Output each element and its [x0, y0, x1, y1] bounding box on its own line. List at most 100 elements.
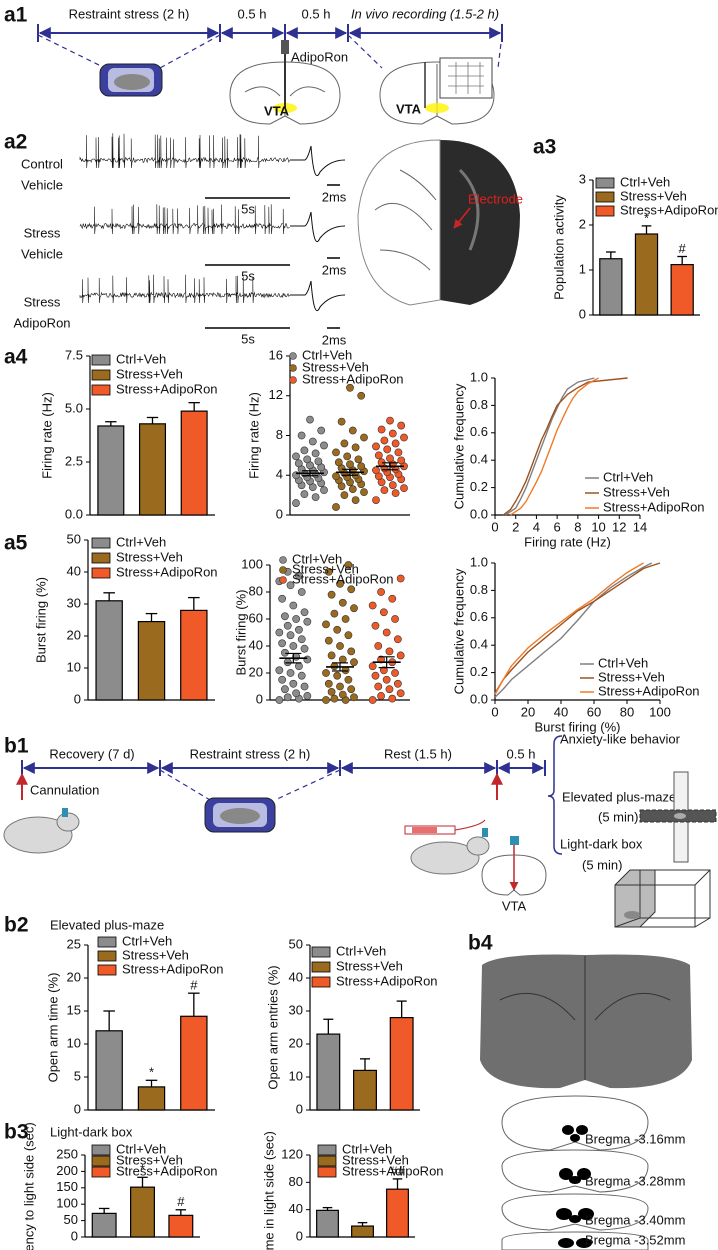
dot [294, 459, 303, 468]
y-axis-label: Open arm time (%) [45, 973, 60, 1083]
dot [350, 658, 358, 667]
dot [341, 666, 350, 675]
recording-traces-text: Vehicle [21, 177, 63, 192]
timeline-a-rect [439, 57, 493, 99]
legend-label: Stress+Veh [603, 484, 670, 499]
dot [346, 460, 354, 469]
dot [336, 682, 344, 691]
dot [275, 628, 284, 637]
bar [670, 264, 694, 316]
y-tick-label: 12 [269, 387, 283, 402]
timeline-a-text: In vivo recording (1.5-2 h) [351, 6, 499, 21]
section-title: Light-dark box [50, 1124, 133, 1139]
dot [317, 426, 326, 435]
dot [354, 455, 363, 464]
legend-swatch [97, 964, 117, 976]
x-tick-label: 6 [554, 519, 561, 534]
timeline-b-ellipse [674, 813, 686, 819]
y-tick-label: 40 [289, 969, 303, 984]
timeline-b-ellipse [3, 816, 73, 854]
legend-label: Stress+AdipoRon [598, 683, 700, 698]
legend-label: Stress+Veh [116, 549, 183, 564]
dot [372, 466, 380, 475]
recording-traces: Control Vehicle Stress Vehicle Stress Ad… [13, 156, 346, 347]
histology-b4-ellipse [556, 1208, 572, 1220]
panel-label: a4 [4, 346, 28, 369]
histology-path [440, 140, 520, 305]
legend-label: Stress+AdipoRon [302, 371, 404, 386]
legend-swatch [91, 384, 111, 396]
bar [634, 233, 659, 316]
dot [332, 472, 340, 481]
histology-b4-ellipse [578, 1208, 594, 1220]
dot [368, 662, 377, 671]
y-axis-label: Population activity [551, 195, 566, 300]
significance-mark: # [190, 978, 198, 993]
dot [400, 433, 408, 442]
dot [347, 647, 356, 656]
cumulative-line [494, 562, 644, 695]
histology-b4-path [501, 1149, 649, 1193]
panel-label: b1 [4, 735, 29, 758]
dot [394, 448, 403, 457]
dot [336, 580, 344, 588]
y-axis-label: Cumulative frequency [451, 383, 466, 509]
recording-traces-text: Vehicle [21, 246, 63, 261]
y-tick-label: 60 [249, 610, 263, 625]
dot [388, 429, 397, 438]
dot [377, 588, 385, 596]
y-tick-label: 0.4 [470, 452, 488, 467]
histology-b4-ellipse [559, 1168, 573, 1180]
panel-label: b4 [468, 932, 493, 955]
bar [138, 423, 167, 516]
x-tick-label: 20 [521, 704, 535, 719]
timeline-a-text: VTA [264, 103, 290, 118]
dot [278, 639, 287, 648]
y-tick-label: 0 [296, 1101, 303, 1116]
histology: Electrode [357, 139, 523, 306]
dot [332, 448, 340, 457]
dot [380, 436, 389, 445]
timeline-b-text: 0.5 h [507, 746, 536, 761]
y-axis-label: Open arm entries (%) [265, 965, 280, 1089]
dot [391, 669, 399, 677]
dot [292, 452, 300, 461]
dot [357, 462, 366, 471]
y-tick-label: 0.2 [470, 664, 488, 679]
bar [599, 258, 623, 316]
dot [286, 581, 295, 590]
dot [295, 571, 303, 580]
dot [303, 455, 312, 464]
legend-label: Ctrl+Veh [302, 347, 352, 362]
dot [314, 457, 323, 466]
y-tick-label: 0.0 [65, 506, 83, 521]
legend-label: Ctrl+Veh [342, 1141, 392, 1156]
dot [281, 648, 289, 657]
y-tick-label: 16 [269, 347, 283, 362]
spike-waveform [290, 211, 346, 243]
x-tick-label: 0 [491, 704, 498, 719]
dot [346, 383, 354, 392]
timeline-b-text: (5 min) [598, 809, 638, 824]
dot [357, 391, 366, 400]
legend-swatch [91, 537, 111, 549]
timeline-b-rect [510, 836, 519, 845]
bar [91, 1212, 117, 1238]
bar [386, 1188, 409, 1238]
x-axis-label: Burst firing (%) [535, 719, 621, 734]
dot [278, 675, 287, 684]
dot [386, 454, 394, 463]
timeline-b-ellipse [410, 841, 480, 875]
dot [334, 458, 343, 467]
y-tick-label: 150 [56, 1179, 78, 1194]
legend-swatch [91, 552, 111, 564]
timeline-b-ellipse [466, 836, 490, 856]
dot [348, 426, 357, 435]
y-axis-label: Firing rate (Hz) [246, 392, 261, 479]
recording-traces-text: Control [21, 156, 63, 171]
timeline-b-text: (5 min) [582, 857, 622, 872]
dot [320, 486, 328, 495]
dot [400, 484, 408, 493]
significance-mark: ## [390, 1163, 405, 1178]
